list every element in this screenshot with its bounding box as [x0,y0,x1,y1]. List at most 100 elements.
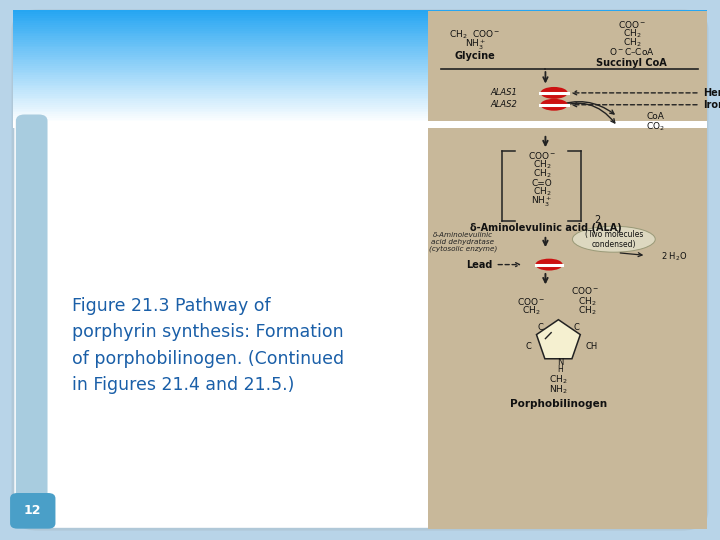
Bar [13,12,707,15]
Text: Lead: Lead [467,260,493,269]
Bar [13,96,707,98]
Bar [13,109,707,111]
Text: CH: CH [586,342,598,351]
Text: H: H [557,365,563,374]
Text: N: N [557,359,563,367]
Bar [13,86,707,89]
Bar [13,18,707,20]
Text: 2: 2 [595,215,600,225]
Bar [13,38,707,40]
Bar [13,40,707,42]
Text: COO$^-$: COO$^-$ [517,296,545,307]
Bar [13,75,707,78]
Bar [13,44,707,46]
Polygon shape [536,320,580,359]
Text: CH$_2$: CH$_2$ [533,186,551,199]
Text: Iron: Iron [703,100,720,110]
Bar [13,73,707,76]
Bar [13,14,707,16]
Text: CH$_2$  COO$^-$: CH$_2$ COO$^-$ [449,29,501,42]
Bar [13,116,707,119]
Bar [13,48,707,50]
Text: COO$^-$: COO$^-$ [618,19,646,30]
Bar [13,88,707,91]
FancyBboxPatch shape [10,493,55,529]
Text: NH$_2$: NH$_2$ [549,383,567,396]
Bar [13,58,707,61]
Bar [13,22,707,24]
Text: Glycine: Glycine [455,51,495,61]
Bar [13,23,707,26]
Bar [13,85,707,87]
Text: O$^-$C–CoA: O$^-$C–CoA [609,46,654,57]
Text: NH$_3^+$: NH$_3^+$ [531,194,552,208]
Text: Porphobilinogen: Porphobilinogen [510,399,607,409]
Text: ALAS1: ALAS1 [490,89,517,97]
Text: Heme: Heme [703,88,720,98]
Bar [13,70,707,72]
Bar [13,72,707,74]
Text: (Two molecules: (Two molecules [585,230,643,239]
Bar [13,98,707,100]
Bar [13,45,707,48]
Text: C: C [525,342,531,351]
Bar [13,49,707,52]
Text: CH$_2$: CH$_2$ [533,158,551,171]
Bar [13,79,707,82]
Bar [13,35,707,37]
Bar [13,111,707,113]
Text: C: C [573,323,580,332]
Text: δ-Aminolevulinic acid (ALA): δ-Aminolevulinic acid (ALA) [469,223,621,233]
Bar [13,90,707,92]
Text: CH$_2$: CH$_2$ [533,167,551,180]
Ellipse shape [541,87,568,99]
Bar [13,32,707,35]
Bar [13,81,707,83]
Bar [13,120,707,122]
Bar [13,62,707,65]
Bar [13,105,707,107]
Text: ALAS2: ALAS2 [490,100,517,109]
Text: Succinyl CoA: Succinyl CoA [596,58,667,68]
Bar [13,68,707,70]
Bar [13,83,707,85]
Bar [13,57,707,59]
Bar [13,36,707,39]
FancyBboxPatch shape [16,114,48,525]
Bar [13,102,707,104]
Ellipse shape [536,259,563,271]
Bar [428,11,707,529]
Text: C: C [537,323,544,332]
Bar [13,77,707,79]
Text: CH$_2$: CH$_2$ [578,295,596,308]
Bar [13,107,707,109]
Bar [13,94,707,96]
Text: CH$_2$: CH$_2$ [522,305,540,318]
Bar [13,55,707,57]
Ellipse shape [541,99,568,111]
Bar [13,103,707,105]
Bar [13,25,707,28]
Bar [13,92,707,94]
Bar [13,112,707,115]
Bar [13,51,707,53]
Bar [13,64,707,66]
Text: COO$^-$: COO$^-$ [571,285,599,296]
Text: 12: 12 [24,504,42,517]
Bar [13,42,707,44]
Bar [13,10,707,12]
Ellipse shape [572,226,655,252]
Text: δ-Aminolevulinic
acid dehydratase
(cytosolic enzyme): δ-Aminolevulinic acid dehydratase (cytos… [429,232,497,252]
Bar [13,118,707,120]
Bar [13,16,707,18]
Bar [13,99,707,102]
Bar [13,53,707,56]
Text: CH$_2$: CH$_2$ [623,36,641,49]
Bar [13,19,707,22]
Text: CH$_2$: CH$_2$ [623,27,641,40]
Bar [13,31,707,33]
Bar [13,66,707,69]
Bar [13,114,707,117]
Text: CoA: CoA [647,112,664,121]
Text: 2 H$_2$O: 2 H$_2$O [661,250,687,263]
